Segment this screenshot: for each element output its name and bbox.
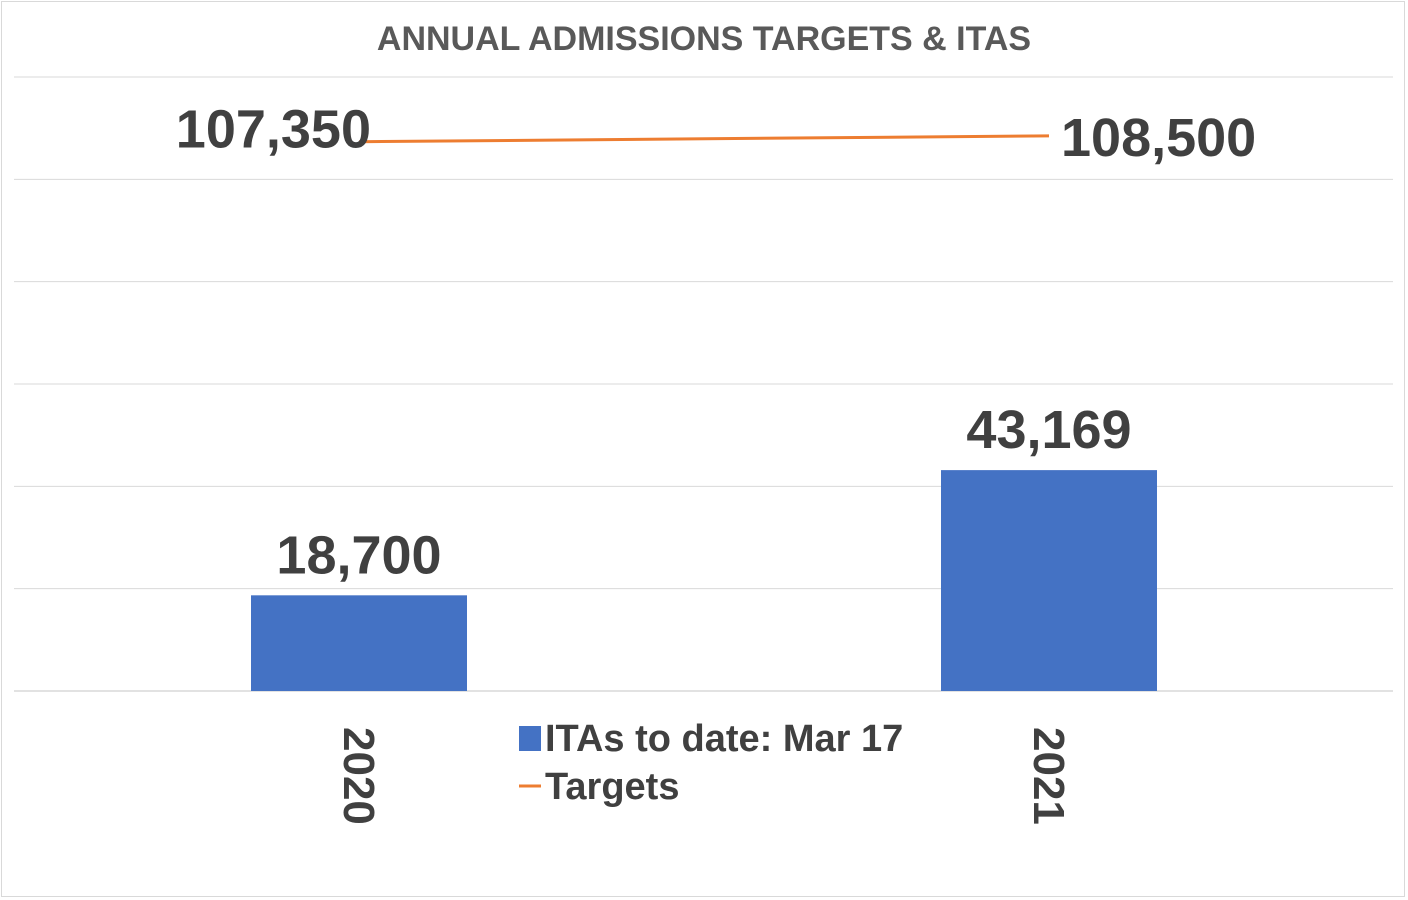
legend-label-targets: Targets <box>545 766 679 808</box>
gridlines <box>14 76 1393 692</box>
bar-value-label: 18,700 <box>276 525 441 585</box>
x-axis-ticks: 2020 2021 <box>334 727 1073 825</box>
line-series <box>358 134 1050 144</box>
target-value-label: 107,350 <box>176 100 371 160</box>
target-value-label: 108,500 <box>1061 108 1256 168</box>
bar-series <box>251 470 1157 691</box>
category-label-2021: 2021 <box>1024 727 1073 825</box>
targets-line <box>358 134 1050 144</box>
bar-2021 <box>941 470 1157 691</box>
bar-2020 <box>251 595 467 691</box>
data-labels: 18,700 43,169 107,350 108,500 <box>176 100 1256 586</box>
legend-label-itas: ITAs to date: Mar 17 <box>545 718 903 760</box>
chart-title: ANNUAL ADMISSIONS TARGETS & ITAS <box>377 20 1031 58</box>
category-label-2020: 2020 <box>334 727 383 825</box>
bar-value-label: 43,169 <box>966 400 1131 460</box>
legend-bar-swatch <box>519 726 541 751</box>
legend: ITAs to date: Mar 17 Targets <box>519 718 903 808</box>
